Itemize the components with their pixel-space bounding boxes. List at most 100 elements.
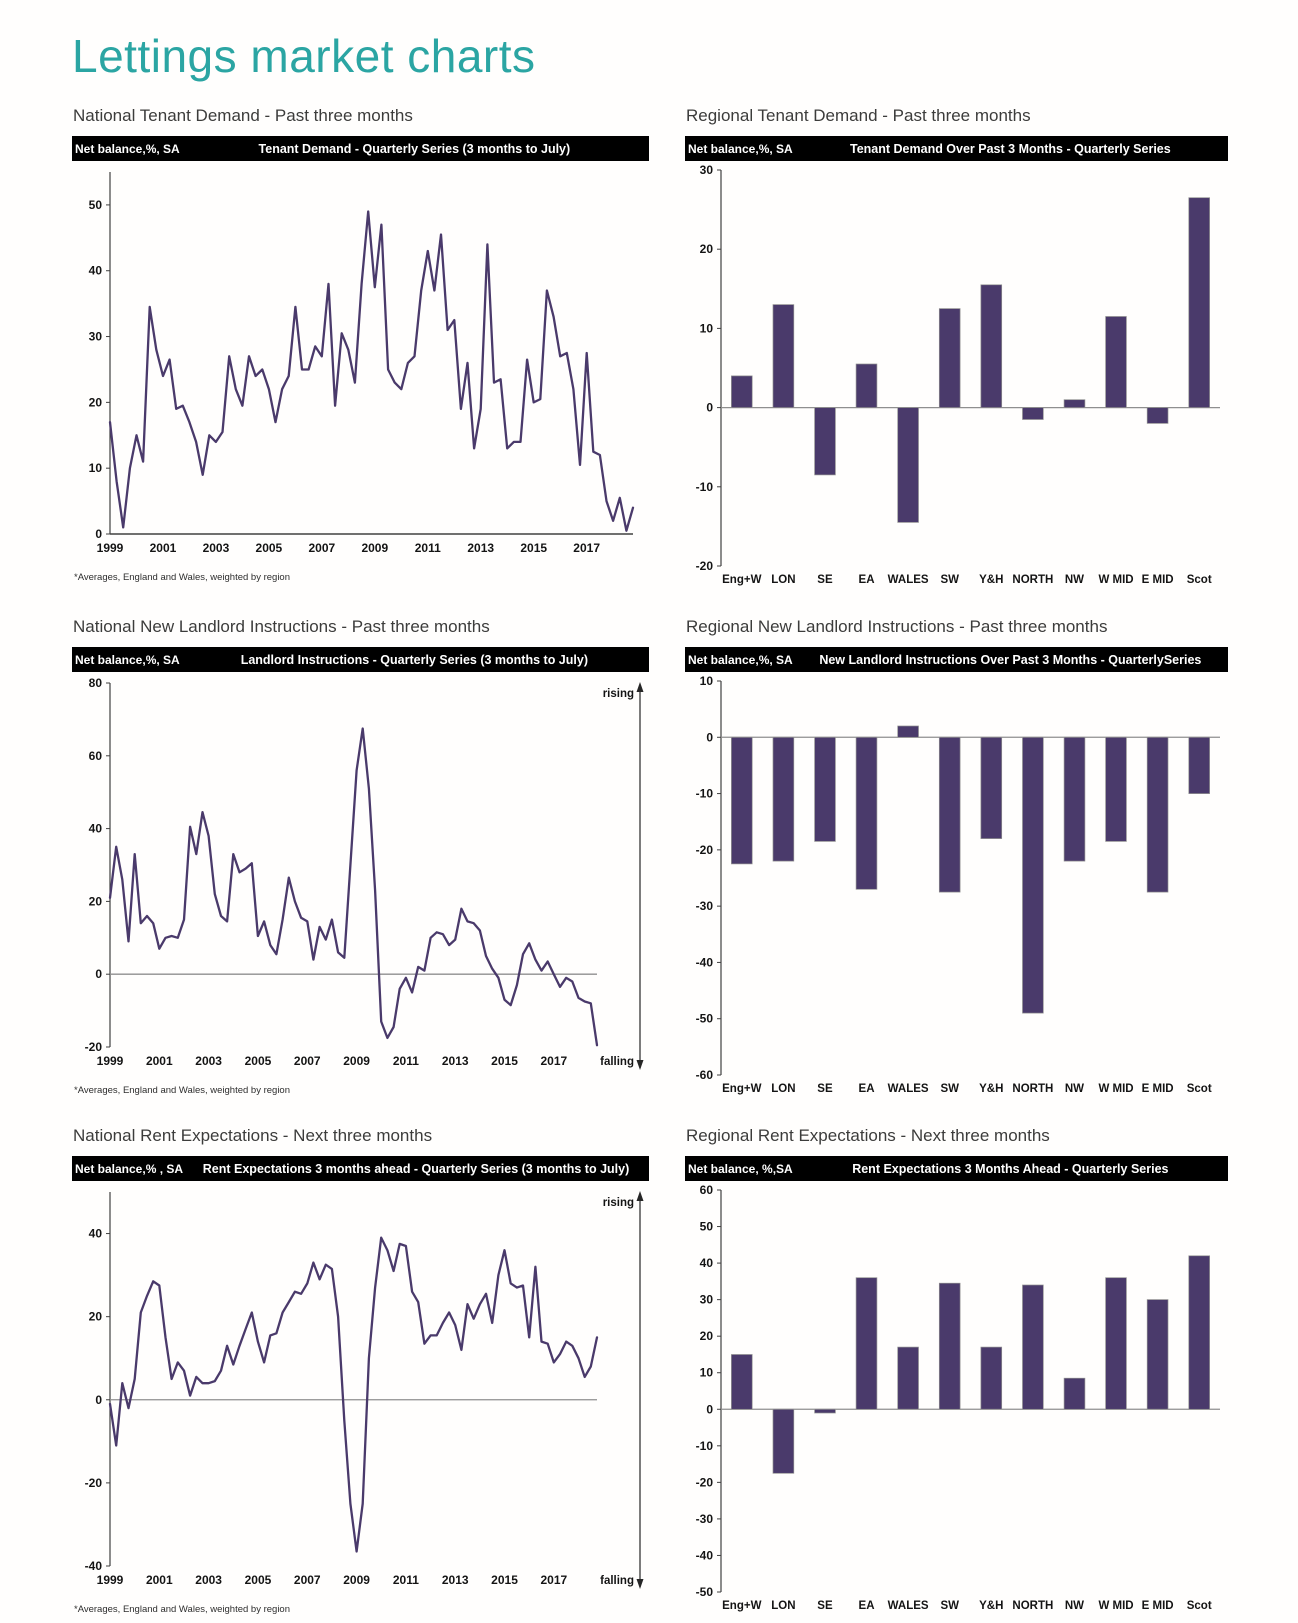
axis-label: 60	[700, 1183, 714, 1197]
axis-label: -30	[696, 1512, 714, 1526]
chart-header: Net balance,%, SA Tenant Demand Over Pas…	[685, 136, 1228, 161]
chart-footnote: *Averages, England and Wales, weighted b…	[74, 572, 290, 583]
chart-units-label: Net balance,%, SA	[75, 141, 180, 156]
chart-title: Landlord Instructions - Quarterly Series…	[240, 652, 588, 667]
chart-units-label: Net balance,%, SA	[75, 652, 180, 667]
axis-label: -30	[696, 899, 714, 913]
axis-label: Scot	[1187, 1600, 1212, 1612]
axis-label: SW	[940, 1083, 959, 1095]
axis-label: 2017	[540, 1054, 567, 1068]
line-chart-national-tenant-demand: 0 10 20 30 40 50 1999 2001 2003 2005 2007 2009 2011 2…	[72, 162, 649, 569]
axis-label: 10	[700, 674, 714, 688]
axis-label: -20	[85, 1040, 103, 1054]
axis-label: 50	[89, 198, 103, 212]
axis-label: 2011	[415, 541, 441, 555]
axis-label: 2007	[294, 1573, 321, 1587]
axis-label: Y&H	[979, 1083, 1003, 1095]
arrow-down-icon	[636, 1579, 644, 1589]
chart-footnote: *Averages, England and Wales, weighted b…	[74, 1085, 290, 1096]
chart-block-regional-tenant-demand: Regional Tenant Demand - Past three mont…	[685, 106, 1228, 597]
axis-label: 2009	[343, 1573, 370, 1587]
chart-header: Net balance,%, SA Landlord Instructions …	[72, 647, 649, 672]
axis-label: -50	[696, 1012, 714, 1026]
bar-WALES	[897, 725, 919, 738]
axis-label: E MID	[1142, 1600, 1174, 1612]
bar-SW	[938, 736, 961, 893]
series-line	[108, 210, 635, 532]
axis-label: 2001	[146, 1573, 173, 1587]
axis-label: Eng+W	[722, 574, 761, 586]
axis-label: -40	[85, 1559, 103, 1573]
bar-E MID	[1146, 407, 1169, 424]
axis-label: 2005	[245, 1573, 272, 1587]
axis-label: W MID	[1098, 1083, 1133, 1095]
axis-label: 2009	[361, 541, 388, 555]
axis-label: Y&H	[979, 1600, 1003, 1612]
axis-label: E MID	[1142, 574, 1174, 586]
series-line	[108, 1236, 599, 1553]
axis-label: 10	[89, 461, 103, 475]
regional-tenant-demand-svg: 30 20 10 0 -10 -20 Eng+W LON SE EA WALES SW Y&H NORTH…	[696, 163, 1220, 586]
axis-label: 2009	[343, 1054, 370, 1068]
axis-label: 20	[700, 1329, 714, 1343]
bar-LON	[772, 304, 795, 408]
axis-label: -10	[696, 480, 714, 494]
axis-label: 0	[95, 527, 102, 541]
axis-label: 2007	[308, 541, 335, 555]
bar-W MID	[1105, 1277, 1127, 1410]
axis-label: 2015	[491, 1054, 518, 1068]
section-title: National New Landlord Instructions - Pas…	[73, 617, 490, 636]
axis-label: SW	[940, 574, 959, 586]
axis-label: 30	[700, 1293, 714, 1307]
bar-chart-regional-new-landlord-instructions: 10 0 -10 -20 -30 -40 -50 -60 Eng+W LON SE EA WALES SW…	[685, 673, 1228, 1106]
axis-label: Y&H	[979, 574, 1003, 586]
bar-NORTH	[1022, 407, 1044, 420]
chart-units-label: Net balance,%, SA	[688, 141, 793, 156]
section-title: Regional Rent Expectations - Next three …	[686, 1126, 1050, 1145]
axis-label: 2013	[442, 1054, 469, 1068]
bar-SE	[814, 1408, 836, 1414]
bar-EA	[855, 1277, 878, 1410]
national-rent-expectations-svg: -40 -20 0 20 40 1999 2001 2003 2005 2007 2009 2011 2…	[85, 1191, 644, 1589]
bar-NORTH	[1022, 1284, 1044, 1410]
axis-label: 2013	[467, 541, 494, 555]
chart-block-national-tenant-demand: National Tenant Demand - Past three mont…	[72, 106, 649, 597]
bar-NORTH	[1022, 736, 1044, 1014]
axis-label: NORTH	[1012, 574, 1053, 586]
line-chart-national-new-landlord-instructions: -20 0 20 40 60 80 1999 2001 2003 2005 2007 2009 2011…	[72, 673, 649, 1082]
axis-label: Scot	[1187, 1083, 1212, 1095]
axis-label: SE	[817, 574, 833, 586]
regional-rent-expectations-svg: 60 50 40 30 20 10 0 -10 -20 -30 -40 -50 Eng+W LON SE EA…	[696, 1183, 1220, 1612]
bar-Scot	[1188, 197, 1210, 408]
axis-label: LON	[771, 1083, 795, 1095]
bar-NW	[1063, 399, 1086, 408]
national-tenant-demand-svg: 0 10 20 30 40 50 1999 2001 2003 2005 2007 2009 2011 2…	[89, 172, 635, 555]
axis-label: 1999	[97, 1054, 124, 1068]
axis-label: WALES	[888, 1600, 929, 1612]
axis-label: 2005	[245, 1054, 272, 1068]
section-title: National Tenant Demand - Past three mont…	[73, 106, 413, 125]
axis-label: -10	[696, 1439, 714, 1453]
axis-label: 2017	[573, 541, 600, 555]
national-new-landlord-instructions-svg: -20 0 20 40 60 80 1999 2001 2003 2005 2007 2009 2011…	[85, 676, 644, 1070]
axis-label: -40	[696, 1548, 714, 1562]
axis-label: LON	[771, 1600, 795, 1612]
axis-label: 50	[700, 1220, 714, 1234]
axis-label: Eng+W	[722, 1083, 761, 1095]
charts-grid: National Tenant Demand - Past three mont…	[72, 106, 1298, 1623]
bar-EA	[855, 736, 878, 890]
bar-LON	[772, 1408, 795, 1474]
axis-label: E MID	[1142, 1083, 1174, 1095]
axis-label: 2011	[393, 1054, 419, 1068]
axis-label: rising	[603, 688, 634, 700]
axis-label: -10	[696, 787, 714, 801]
axis-label: 10	[700, 321, 714, 335]
axis-label: 2003	[195, 1573, 222, 1587]
axis-label: 20	[700, 242, 714, 256]
axis-label: NORTH	[1012, 1600, 1053, 1612]
axis-label: -50	[696, 1585, 714, 1599]
bar-chart-regional-rent-expectations: 60 50 40 30 20 10 0 -10 -20 -30 -40 -50 Eng+W LON SE EA…	[685, 1182, 1228, 1623]
axis-label: Scot	[1187, 574, 1212, 586]
axis-label: EA	[859, 574, 875, 586]
axis-label: 60	[89, 749, 103, 763]
